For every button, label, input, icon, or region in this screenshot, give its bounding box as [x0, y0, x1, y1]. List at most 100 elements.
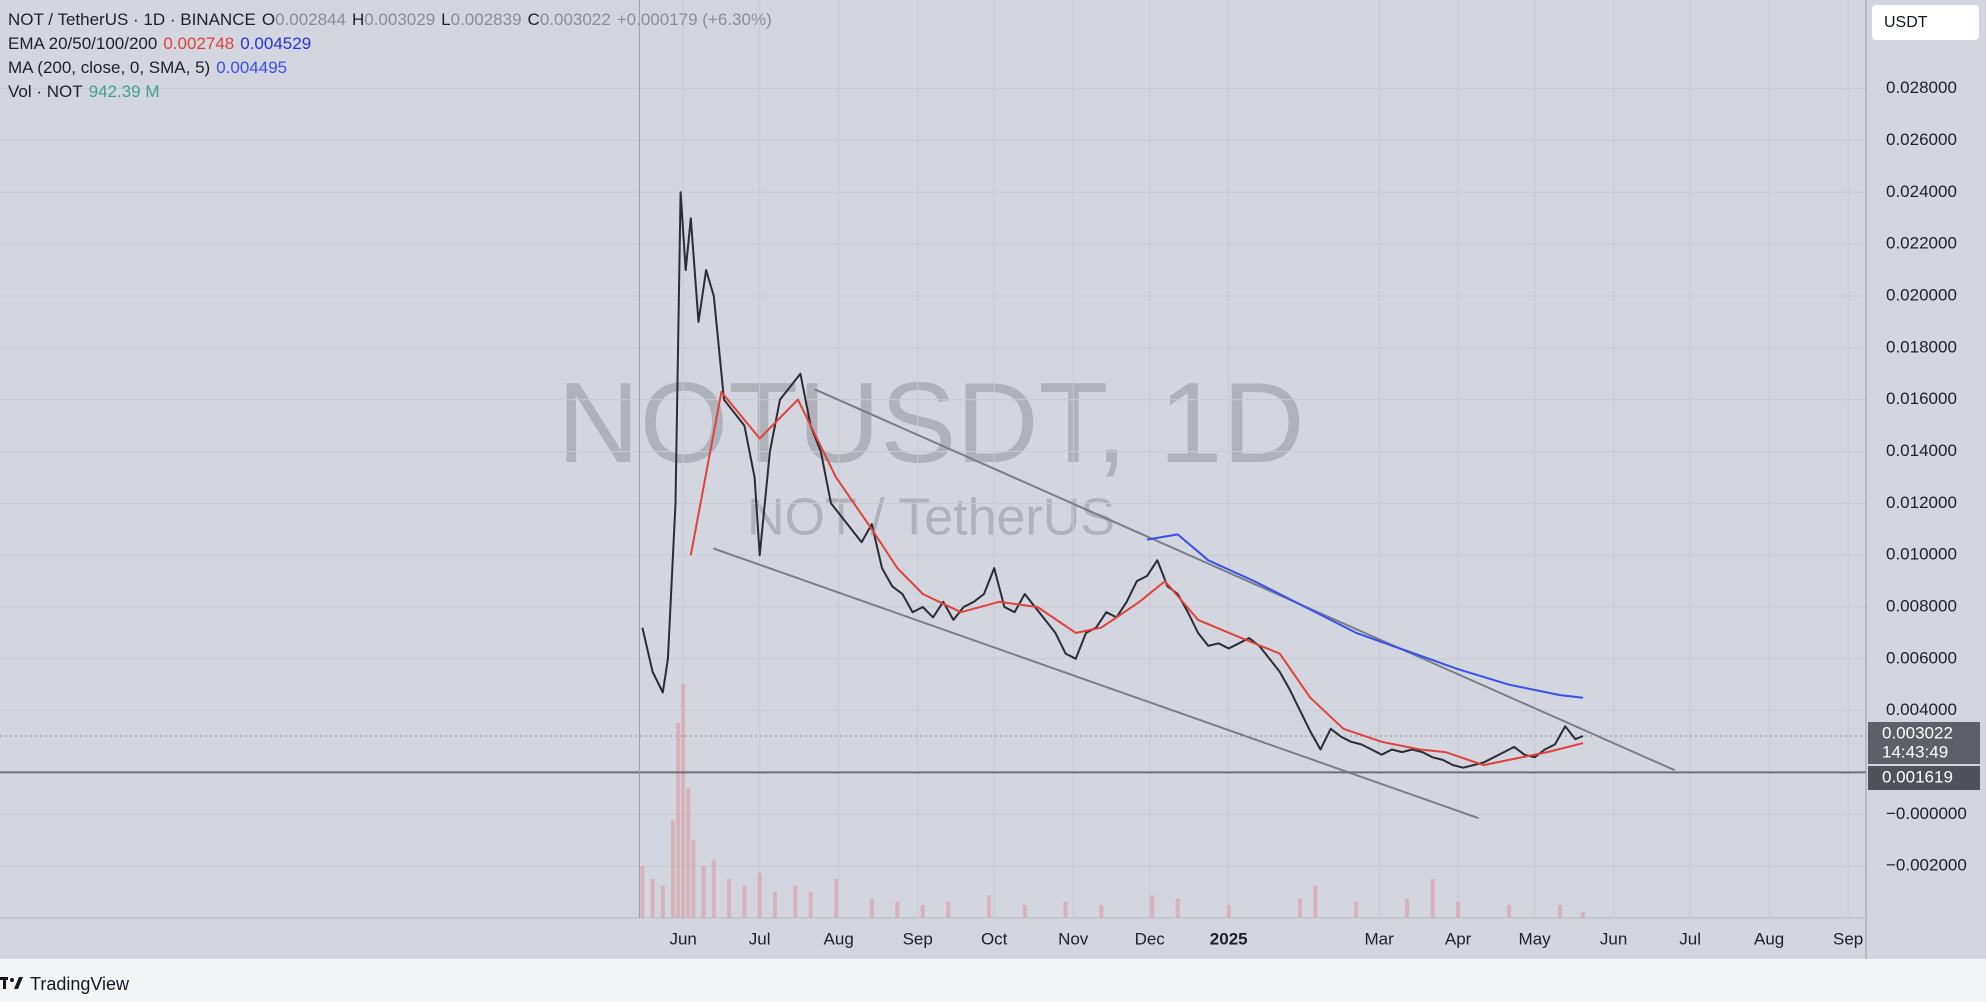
y-tick-label: 0.028000 [1886, 78, 1957, 97]
y-tick-label: 0.004000 [1886, 700, 1957, 719]
brand-logo [0, 977, 23, 989]
legend-ma: MA (200, close, 0, SMA, 5) 0.004495 [8, 58, 293, 78]
low: 0.002839 [450, 10, 522, 29]
volume-bar [946, 901, 951, 918]
volume-bar [1150, 895, 1155, 918]
close: 0.003022 [539, 10, 611, 29]
volume-bar [808, 892, 813, 918]
x-tick-label: Jul [1679, 929, 1701, 948]
x-tick-label: Aug [824, 929, 854, 948]
volume-bar [1022, 905, 1027, 918]
volume-bar [1456, 901, 1461, 918]
volume-bar [1558, 905, 1563, 918]
y-tick-label: 0.014000 [1886, 441, 1957, 460]
volume-bar [1063, 901, 1068, 918]
volume-bar [686, 788, 691, 918]
volume-bar [742, 885, 747, 918]
last-price-label: 0.003022 [1882, 723, 1953, 742]
legend-main: NOT / TetherUS · 1D · BINANCE O0.002844 H0… [8, 10, 778, 30]
symbol: NOT / TetherUS · 1D · BINANCE [8, 10, 256, 29]
x-tick-label: Mar [1364, 929, 1394, 948]
open: 0.002844 [275, 10, 346, 29]
logo-part [10, 978, 14, 982]
ema-value: 0.002748 [163, 34, 235, 53]
vol-name: Vol · NOT [8, 82, 83, 101]
hline-label: 0.001619 [1882, 767, 1953, 786]
x-tick-label: Nov [1058, 929, 1089, 948]
volume-bar [1313, 885, 1318, 918]
volume-bar [640, 866, 645, 918]
logo-part [14, 977, 23, 989]
series-line [689, 390, 1584, 767]
volume [640, 684, 1586, 918]
last-price-tag [1868, 722, 1980, 765]
volume-bar [711, 859, 716, 918]
y-tick-label: 0.020000 [1886, 285, 1957, 304]
brand: TradingView [30, 974, 130, 994]
lines [0, 191, 1866, 820]
volume-bar [660, 885, 665, 918]
footer-bg [0, 959, 1986, 1002]
ema-value: 0.004529 [240, 34, 312, 53]
volume-bar [920, 905, 925, 918]
volume-bar [869, 898, 874, 918]
x-tick-label: Sep [1833, 929, 1863, 948]
volume-bar [681, 684, 686, 918]
trendline [814, 388, 1676, 772]
y-tick-label: 0.016000 [1886, 389, 1957, 408]
volume-bar [1099, 905, 1104, 918]
ema-name: EMA 20/50/100/200 [8, 34, 158, 53]
grid [0, 0, 1866, 918]
x-tick-label: Jun [669, 929, 696, 948]
volume-bar [1298, 898, 1303, 918]
volume-bar [650, 879, 655, 918]
hline-tag [1868, 766, 1980, 791]
currency-button[interactable] [1872, 5, 1979, 40]
volume-bar [987, 895, 992, 918]
y-tick-label: 0.006000 [1886, 648, 1957, 667]
high: 0.003029 [364, 10, 436, 29]
y-tick-label: −0.002000 [1886, 856, 1967, 875]
volume-bar [1430, 879, 1435, 918]
volume-bar [1405, 898, 1410, 918]
ma-name: MA (200, close, 0, SMA, 5) [8, 58, 211, 77]
volume-bar [895, 901, 900, 918]
volume-bar [834, 879, 839, 918]
y-tick-label: −0.000000 [1886, 804, 1967, 823]
series-line [1146, 533, 1584, 699]
x-tick-label: 2025 [1210, 929, 1248, 948]
x-tick-label: Sep [903, 929, 933, 948]
o-label: O [261, 10, 276, 29]
volume-bar [793, 885, 798, 918]
y-tick-label: 0.010000 [1886, 545, 1957, 564]
axes: 0.028000 0.026000 0.024000 0.022000 0.020000… [0, 0, 1980, 959]
h-label: H [351, 10, 365, 29]
change: +0.000179 (+6.30%) [616, 10, 772, 29]
ma-value: 0.004495 [216, 58, 288, 77]
l-label: L [441, 10, 451, 29]
volume-bar [757, 872, 762, 918]
x-tick-label: Jun [1600, 929, 1627, 948]
x-tick-label: Apr [1445, 929, 1472, 948]
volume-bar [1226, 905, 1231, 918]
currency-label[interactable]: USDT [1884, 14, 1928, 31]
x-tick-label: Dec [1135, 929, 1166, 948]
volume-bar [727, 879, 732, 918]
vol-value: 942.39 M [88, 82, 160, 101]
countdown: 14:43:49 [1882, 742, 1948, 761]
c-label: C [527, 10, 540, 29]
volume-bar [772, 892, 777, 918]
volume-bar [1175, 898, 1180, 918]
watermark-sub: NOT / TetherUS [747, 489, 1115, 547]
x-tick-label: Jul [749, 929, 771, 948]
y-tick-label: 0.018000 [1886, 337, 1957, 356]
volume-bar [691, 840, 696, 918]
volume-bar [701, 866, 706, 918]
y-tick-label: 0.026000 [1886, 130, 1957, 149]
y-tick-label: 0.022000 [1886, 234, 1957, 253]
volume-bar [1507, 905, 1512, 918]
trendline [712, 547, 1479, 820]
y-tick-label: 0.012000 [1886, 493, 1957, 512]
